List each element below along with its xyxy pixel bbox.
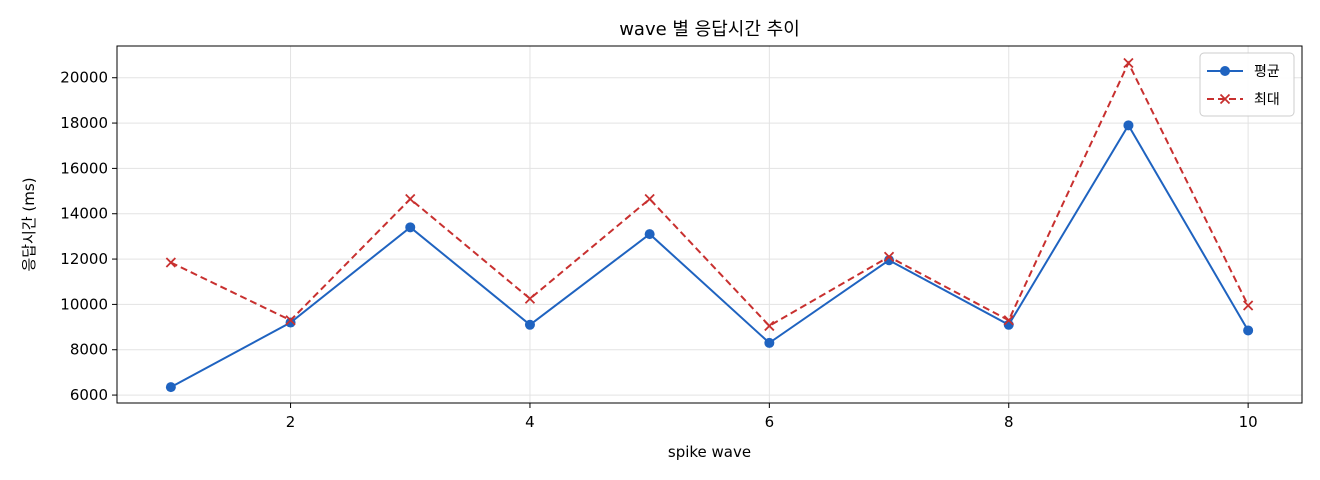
x-tick-label: 10 — [1239, 413, 1258, 431]
chart-title: wave 별 응답시간 추이 — [619, 19, 800, 40]
legend-marker — [1219, 93, 1231, 105]
grid-layer — [117, 46, 1302, 403]
data-point — [165, 382, 176, 393]
data-point — [1243, 300, 1254, 311]
legend-marker — [1220, 66, 1230, 76]
data-point — [285, 315, 296, 326]
data-point — [405, 222, 416, 233]
data-point — [1123, 120, 1134, 131]
x-axis-label: spike wave — [668, 443, 751, 461]
data-point — [883, 251, 895, 262]
plot-frame — [116, 45, 1303, 404]
x-tick-label: 8 — [1004, 413, 1014, 431]
data-point — [524, 319, 535, 330]
data-point — [285, 317, 296, 328]
y-tick-label: 6000 — [70, 386, 108, 404]
series-line-2 — [170, 60, 1249, 328]
series-layer — [165, 57, 1254, 393]
legend-label: 평균 — [1254, 64, 1280, 80]
y-tick-label: 20000 — [60, 69, 108, 87]
y-tick-label: 18000 — [60, 114, 108, 132]
y-tick-label: 10000 — [60, 295, 108, 313]
data-point — [764, 320, 775, 332]
data-point — [644, 229, 655, 240]
x-tick-label: 4 — [525, 413, 535, 431]
x-tick-label: 2 — [286, 413, 296, 431]
y-axis-label: 응답시간 (ms) — [20, 177, 38, 271]
data-point — [1243, 325, 1254, 336]
data-point — [165, 257, 177, 268]
data-point — [1003, 315, 1014, 326]
data-point — [405, 193, 416, 205]
y-tick-label: 16000 — [60, 159, 108, 177]
data-point — [644, 193, 655, 205]
legend-box — [1199, 52, 1295, 117]
legend-label: 최대 — [1254, 92, 1280, 108]
y-tick-label: 12000 — [60, 250, 108, 268]
y-tick-label: 8000 — [70, 341, 108, 359]
data-point — [1123, 57, 1134, 69]
data-point — [764, 337, 775, 348]
y-tick-label: 14000 — [60, 205, 108, 223]
tick-layer: 2 4 6 8 10 6000 8000 10000 12000 14000 16000 18000 2… — [60, 69, 1257, 431]
series-line-1 — [170, 123, 1249, 388]
data-point — [524, 293, 536, 304]
x-tick-label: 6 — [765, 413, 775, 431]
